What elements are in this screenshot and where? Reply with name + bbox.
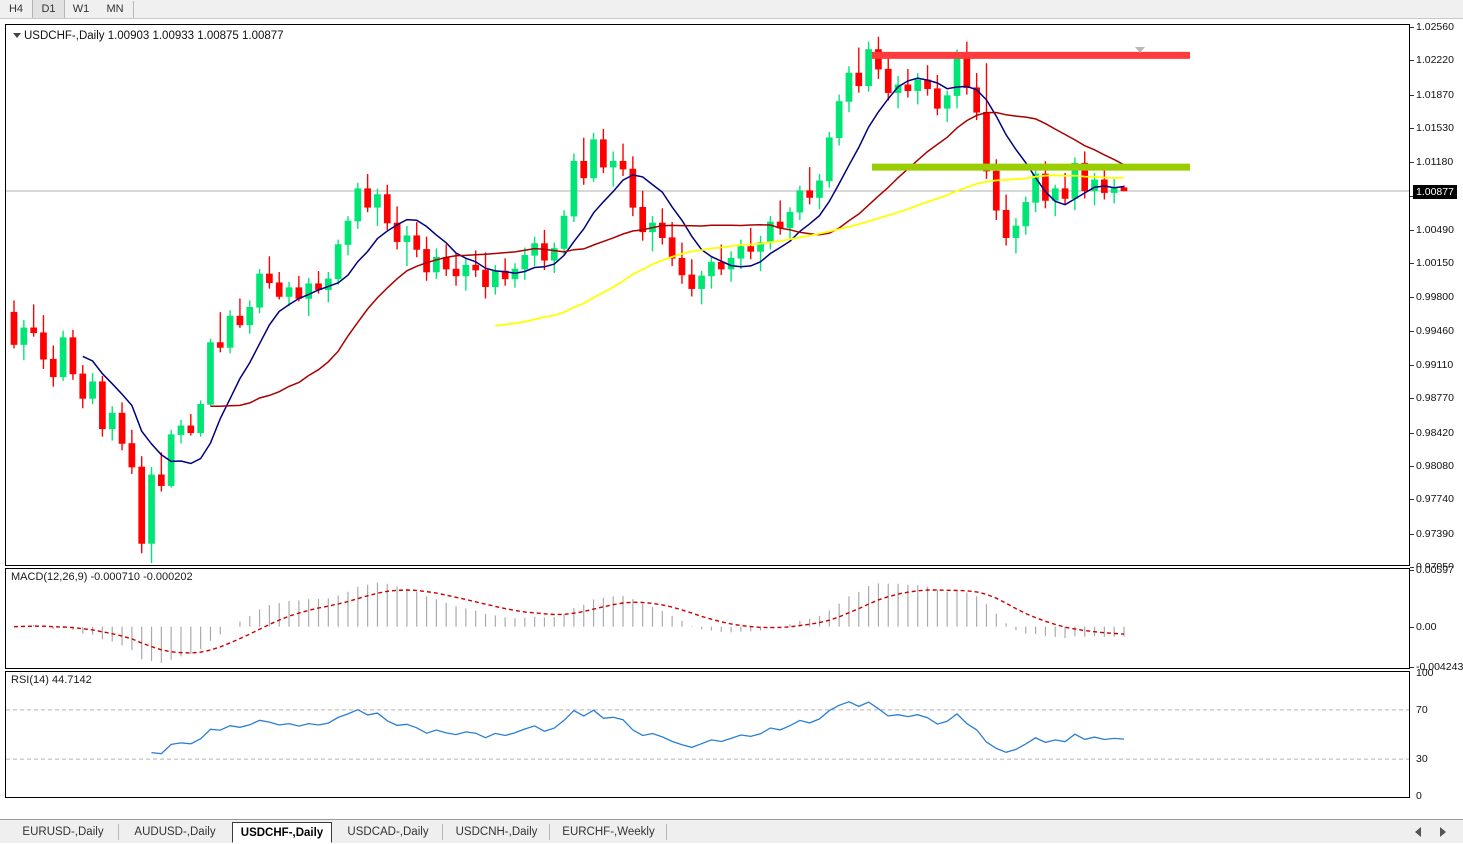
scroll-left-icon[interactable]: [1415, 827, 1421, 837]
price-tick-mark: [1410, 297, 1414, 299]
price-tick-label: 0.98080: [1416, 460, 1454, 473]
rsi-label: RSI(14) 44.7142: [11, 674, 92, 686]
price-tick-label: 0.99110: [1416, 359, 1454, 372]
rsi-tick-label: 30: [1416, 753, 1428, 766]
macd-plot: [13, 582, 1125, 663]
timeframe-button-h4[interactable]: H4: [8, 3, 24, 15]
price-tick-mark: [1410, 94, 1414, 96]
price-tick-label: 0.97740: [1416, 493, 1454, 506]
price-tick-mark: [1410, 127, 1414, 129]
price-tick-mark: [1410, 195, 1414, 197]
macd-tick-label: 0.00597: [1416, 564, 1454, 576]
macd-tick-mark: [1410, 667, 1414, 668]
price-tick-mark: [1410, 567, 1414, 568]
macd-tick-label: 0.00: [1416, 620, 1437, 633]
timeframe-button-d1[interactable]: D1: [32, 0, 65, 18]
chart-area[interactable]: USDCHF-,Daily 1.00903 1.00933 1.00875 1.…: [0, 21, 1463, 836]
period-separator-marker-icon: [1135, 47, 1145, 53]
chart-tab-eurchf[interactable]: EURCHF-,Weekly: [562, 826, 655, 838]
macd-label: MACD(12,26,9) -0.000710 -0.000202: [11, 571, 193, 583]
price-tick-label: 1.01180: [1416, 156, 1454, 169]
price-tick-mark: [1410, 263, 1414, 265]
macd-scale: 0.00597 0.00 -0.004243: [1410, 564, 1463, 673]
price-tick-label: 1.01530: [1416, 121, 1454, 134]
price-tick-label: 0.99460: [1416, 324, 1454, 337]
price-tick-label: 1.00490: [1416, 223, 1454, 236]
macd-tick-label: -0.004243: [1416, 661, 1463, 673]
price-tick-mark: [1410, 533, 1414, 535]
scroll-right-icon[interactable]: [1440, 827, 1446, 837]
tab-divider: [549, 824, 550, 840]
chart-tab-audusd[interactable]: AUDUSD-,Daily: [134, 826, 216, 838]
price-tick-mark: [1410, 365, 1414, 367]
tab-divider: [666, 824, 667, 840]
current-price-tag: 1.00877: [1413, 184, 1457, 199]
toolbar-divider: [133, 1, 134, 18]
price-tick-mark: [1410, 499, 1414, 501]
price-tick-label: 1.02220: [1416, 54, 1454, 67]
price-tick-label: 0.97390: [1416, 527, 1454, 540]
rsi-plot: [6, 701, 1409, 760]
timeframe-button-mn[interactable]: MN: [106, 3, 124, 15]
macd-panel[interactable]: MACD(12,26,9) -0.000710 -0.000202: [5, 568, 1410, 669]
rsi-tick-label: 70: [1416, 703, 1428, 716]
timeframe-toolbar: H4 D1 W1 MN: [0, 0, 1463, 19]
price-panel[interactable]: USDCHF-,Daily 1.00903 1.00933 1.00875 1.…: [5, 24, 1410, 566]
chart-tab-bar[interactable]: EURUSD-,Daily AUDUSD-,Daily USDCHF-,Daily U…: [0, 819, 1463, 843]
chart-tab-usdcnh[interactable]: USDCNH-,Daily: [455, 826, 538, 838]
price-tick-mark: [1410, 330, 1414, 332]
price-tick-label: 0.98770: [1416, 392, 1454, 405]
rsi-panel[interactable]: RSI(14) 44.7142: [5, 671, 1410, 798]
price-tick-mark: [1410, 60, 1414, 62]
price-tick-label: 0.99800: [1416, 291, 1454, 304]
price-tick-mark: [1410, 162, 1414, 164]
macd-tick-mark: [1410, 570, 1414, 571]
rsi-tick-label: 100: [1416, 667, 1434, 679]
rsi-scale: 100 70 30 0: [1410, 667, 1463, 802]
price-tick-mark: [1410, 432, 1414, 434]
chart-tab-eurusd[interactable]: EURUSD-,Daily: [22, 826, 104, 838]
macd-tick-mark: [1410, 626, 1414, 628]
tab-divider: [442, 824, 443, 840]
chart-tab-usdchf[interactable]: USDCHF-,Daily: [232, 822, 332, 843]
chart-tab-usdcad[interactable]: USDCAD-,Daily: [347, 826, 429, 838]
symbol-header-label: USDCHF-,Daily 1.00903 1.00933 1.00875 1.…: [24, 30, 284, 42]
price-tick-mark: [1410, 27, 1414, 28]
price-scale[interactable]: 1.02560 1.02220 1.01870 1.01530 1.01180 1.008…: [1410, 21, 1463, 573]
price-tick-mark: [1410, 398, 1414, 400]
price-tick-label: 1.00150: [1416, 257, 1454, 270]
price-tick-label: 0.98420: [1416, 426, 1454, 439]
tab-divider: [118, 824, 119, 840]
price-plot: [6, 36, 1409, 564]
price-tick-mark: [1410, 229, 1414, 231]
price-tick-label: 1.01870: [1416, 88, 1454, 101]
collapse-caret-icon[interactable]: [13, 33, 21, 38]
rsi-tick-label: 0: [1416, 790, 1422, 802]
price-tick-mark: [1410, 466, 1414, 468]
timeframe-button-w1[interactable]: W1: [72, 3, 90, 15]
price-tick-label: 1.02560: [1416, 21, 1454, 33]
